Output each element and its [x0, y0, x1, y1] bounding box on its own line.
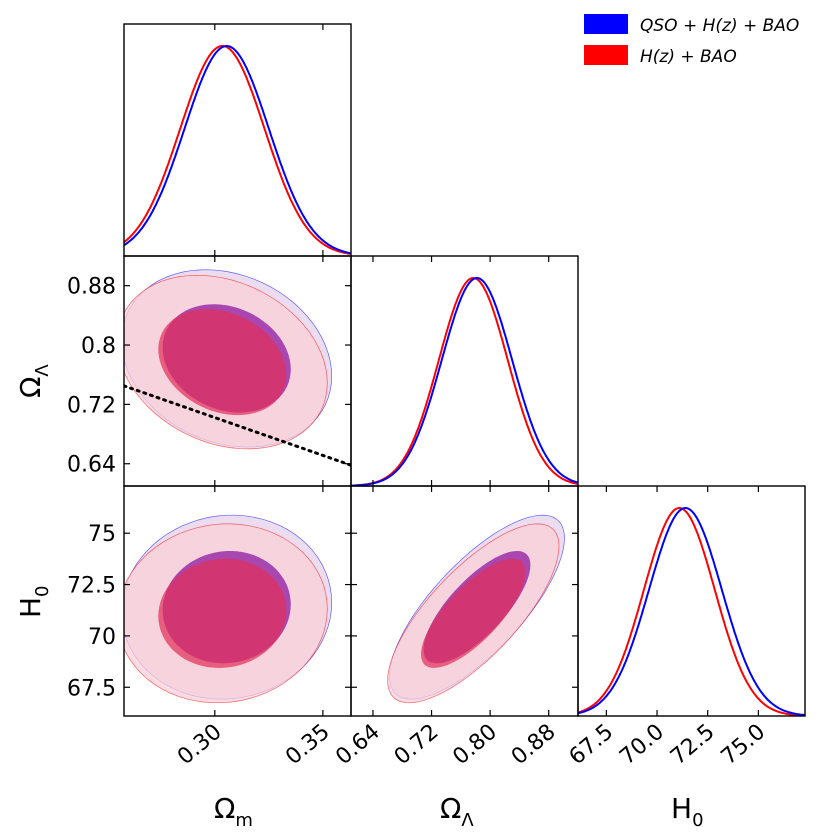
reference-line-group [124, 384, 351, 467]
ytick-label-h0: 72.5 [67, 574, 116, 599]
marginal-curve-qso [578, 507, 805, 716]
xtick-label-om: 0.35 [281, 719, 335, 770]
panel-frames [123, 23, 806, 717]
marginal-curve-qso [124, 45, 351, 255]
panel-h0-vs-ol [387, 514, 565, 704]
tick-marks [124, 24, 759, 716]
panel-ol-vs-om [124, 269, 333, 450]
contour-1sigma-hz [158, 558, 287, 668]
marginal-om [124, 45, 351, 255]
xtick-label-h0: 75.0 [717, 719, 771, 770]
ytick-label-ol: 0.88 [67, 275, 116, 300]
curves [124, 45, 805, 716]
contour-1sigma-hz [421, 558, 526, 668]
reference-dotted-line [124, 384, 351, 467]
marginal-h0 [578, 506, 805, 716]
xtick-label-om: 0.30 [173, 719, 227, 770]
contour-1sigma-hz [158, 309, 287, 416]
legend: QSO + H(z) + BAO H(z) + BAO [584, 14, 799, 67]
xtick-label-h0: 70.0 [615, 719, 669, 770]
legend-swatch-hz [584, 45, 628, 65]
panel-h0-vs-om [124, 514, 333, 704]
ytick-label-h0: 67.5 [67, 676, 116, 701]
ytick-label-ol: 0.8 [81, 334, 116, 359]
marginal-curve-hz [124, 45, 351, 255]
marginal-curve-hz [351, 276, 578, 486]
ytick-label-h0: 70 [88, 625, 116, 650]
ytick-label-ol: 0.64 [67, 453, 116, 478]
xtick-label-ol: 0.80 [448, 719, 502, 770]
ytick-label-h0: 75 [88, 522, 116, 547]
xtick-label-h0: 67.5 [565, 719, 619, 770]
xlabel-h0: H0 [671, 792, 704, 831]
marginal-ol [351, 276, 578, 486]
ytick-label-ol: 0.72 [67, 393, 116, 418]
xlabel-omega-lambda: ΩΛ [440, 792, 474, 831]
marginal-curve-qso [351, 276, 578, 486]
legend-swatch-qso [584, 14, 628, 34]
xtick-label-ol: 0.72 [390, 719, 444, 770]
xtick-label-ol: 0.88 [507, 719, 561, 770]
frame-h0-vs-h0 [577, 485, 806, 717]
xlabel-omega-m: Ωm [214, 792, 253, 831]
xtick-label-h0: 72.5 [666, 719, 720, 770]
legend-label-qso: QSO + H(z) + BAO [640, 16, 799, 36]
marginal-curve-hz [578, 506, 805, 716]
contour-fills [124, 269, 565, 704]
legend-label-hz: H(z) + BAO [640, 47, 737, 67]
ylabel-omega-lambda: ΩΛ [14, 364, 53, 398]
xtick-label-ol: 0.64 [331, 719, 385, 770]
ylabel-h0: H0 [14, 585, 53, 618]
